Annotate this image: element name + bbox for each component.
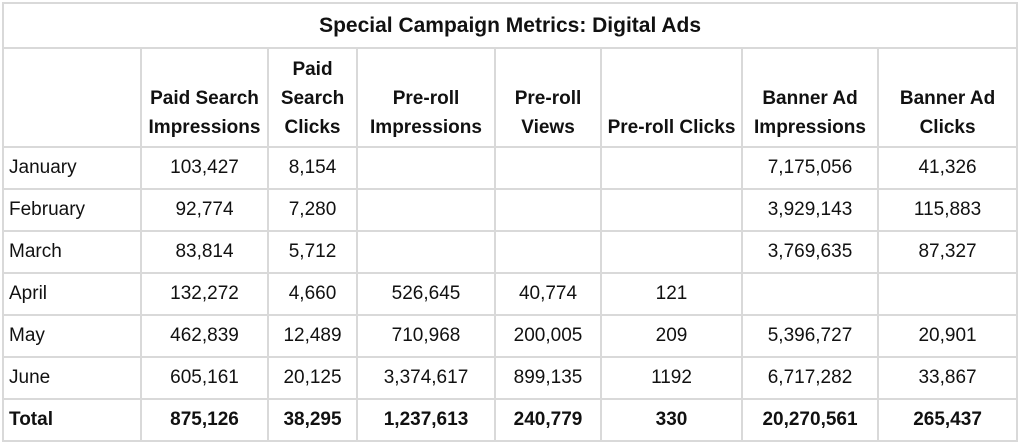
- table-cell: 3,929,143: [741, 188, 879, 232]
- table-cell: 330: [600, 398, 743, 442]
- table-cell: [600, 188, 743, 232]
- table-cell: [494, 146, 602, 190]
- table-cell: 710,968: [356, 314, 496, 358]
- column-header: Banner Ad Clicks: [876, 47, 1019, 148]
- row-label: June: [2, 356, 142, 400]
- table-cell: 875,126: [140, 398, 269, 442]
- table-cell: 7,175,056: [741, 146, 879, 190]
- table-cell: [876, 272, 1019, 316]
- table-cell: 4,660: [267, 272, 358, 316]
- table-cell: 33,867: [876, 356, 1019, 400]
- table-cell: 3,374,617: [356, 356, 496, 400]
- table-cell: [494, 188, 602, 232]
- table-title: Special Campaign Metrics: Digital Ads: [1, 2, 1019, 49]
- table-cell: 209: [600, 314, 743, 358]
- table-cell: 41,326: [876, 146, 1019, 190]
- table-cell: 92,774: [140, 188, 269, 232]
- table-cell: 1192: [600, 356, 743, 400]
- table-cell: 265,437: [876, 398, 1019, 442]
- table-row: May 462,839 12,489 710,968 200,005 209 5,396,7…: [2, 314, 1019, 358]
- column-header: Pre-roll Views: [494, 47, 602, 148]
- table-cell: 83,814: [140, 230, 269, 274]
- table-cell: [494, 230, 602, 274]
- table-cell: 20,901: [876, 314, 1019, 358]
- column-header: Pre-roll Clicks: [600, 47, 743, 148]
- table-cell: 3,769,635: [741, 230, 879, 274]
- table-cell: 462,839: [140, 314, 269, 358]
- header-row: Paid Search Impressions Paid Search Click…: [2, 47, 1019, 148]
- column-header: Pre-roll Impressions: [356, 47, 496, 148]
- row-label: Total: [2, 398, 142, 442]
- table-cell: 899,135: [494, 356, 602, 400]
- table-cell: 20,270,561: [741, 398, 879, 442]
- table-cell: 115,883: [876, 188, 1019, 232]
- row-label: April: [2, 272, 142, 316]
- column-header: Paid Search Clicks: [267, 47, 358, 148]
- table-cell: [600, 230, 743, 274]
- table-cell: 5,396,727: [741, 314, 879, 358]
- table-cell: 103,427: [140, 146, 269, 190]
- column-header: Paid Search Impressions: [140, 47, 269, 148]
- row-label: February: [2, 188, 142, 232]
- table-cell: 12,489: [267, 314, 358, 358]
- row-label: May: [2, 314, 142, 358]
- table-row: February 92,774 7,280 3,929,143 115,883: [2, 188, 1019, 232]
- table-cell: 605,161: [140, 356, 269, 400]
- table-cell: 121: [600, 272, 743, 316]
- table-cell: [741, 272, 879, 316]
- column-header: [2, 47, 142, 148]
- table-cell: 7,280: [267, 188, 358, 232]
- table-cell: 132,272: [140, 272, 269, 316]
- table-cell: 526,645: [356, 272, 496, 316]
- table-cell: 200,005: [494, 314, 602, 358]
- table-cell: 6,717,282: [741, 356, 879, 400]
- table-row: April 132,272 4,660 526,645 40,774 121: [2, 272, 1019, 316]
- table-cell: 40,774: [494, 272, 602, 316]
- table-cell: 8,154: [267, 146, 358, 190]
- table-cell: 20,125: [267, 356, 358, 400]
- table-row: March 83,814 5,712 3,769,635 87,327: [2, 230, 1019, 274]
- total-row: Total 875,126 38,295 1,237,613 240,779 330 20,…: [2, 398, 1019, 442]
- row-label: March: [2, 230, 142, 274]
- table-cell: [356, 188, 496, 232]
- title-row: Special Campaign Metrics: Digital Ads: [1, 2, 1019, 49]
- column-header: Banner Ad Impressions: [741, 47, 879, 148]
- table-cell: [356, 146, 496, 190]
- row-label: January: [2, 146, 142, 190]
- table-cell: 38,295: [267, 398, 358, 442]
- table-cell: [600, 146, 743, 190]
- table-row: January 103,427 8,154 7,175,056 41,326: [2, 146, 1019, 190]
- table-row: June 605,161 20,125 3,374,617 899,135 1192 6,7…: [2, 356, 1019, 400]
- table-cell: 1,237,613: [356, 398, 496, 442]
- table-cell: 5,712: [267, 230, 358, 274]
- table-cell: [356, 230, 496, 274]
- table-cell: 240,779: [494, 398, 602, 442]
- table-cell: 87,327: [876, 230, 1019, 274]
